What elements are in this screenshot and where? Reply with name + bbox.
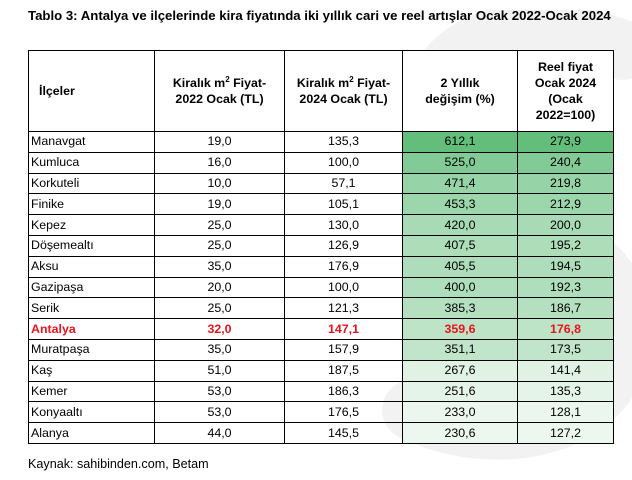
cell-real-price: 128,1 <box>517 401 614 424</box>
rent-table: İlçeler Kiralık m2 Fiyat- 2022 Ocak (TL) … <box>28 50 614 444</box>
cell-ilce: Finike <box>28 193 155 216</box>
cell-change: 359,6 <box>402 318 518 340</box>
cell-ilce: Kumluca <box>28 151 155 174</box>
cell-price-2022: 32,0 <box>154 318 285 340</box>
cell-real-price: 200,0 <box>517 214 614 236</box>
cell-change: 405,5 <box>402 255 518 278</box>
cell-price-2022: 53,0 <box>154 380 285 403</box>
cell-change: 525,0 <box>402 151 518 174</box>
header-change: 2 Yıllık değişim (%) <box>402 50 518 132</box>
cell-price-2022: 10,0 <box>154 172 285 195</box>
cell-ilce: Serik <box>28 297 155 320</box>
cell-price-2022: 25,0 <box>154 234 285 257</box>
cell-ilce: Manavgat <box>28 131 155 153</box>
cell-ilce: Antalya <box>28 318 155 340</box>
table-row: Kepez 25,0 130,0 420,0 200,0 <box>28 214 614 236</box>
cell-price-2024: 176,5 <box>284 401 403 424</box>
cell-change: 230,6 <box>402 422 518 444</box>
cell-price-2022: 25,0 <box>154 297 285 320</box>
cell-change: 612,1 <box>402 131 518 153</box>
cell-real-price: 273,9 <box>517 131 614 153</box>
cell-price-2024: 157,9 <box>284 338 403 361</box>
table-row: Kaş 51,0 187,5 267,6 141,4 <box>28 359 614 382</box>
cell-real-price: 195,2 <box>517 234 614 257</box>
cell-real-price: 186,7 <box>517 297 614 320</box>
cell-price-2022: 51,0 <box>154 359 285 382</box>
cell-real-price: 173,5 <box>517 338 614 361</box>
cell-ilce: Kepez <box>28 214 155 236</box>
cell-change: 407,5 <box>402 234 518 257</box>
cell-ilce: Alanya <box>28 422 155 444</box>
table-row: Kemer 53,0 186,3 251,6 135,3 <box>28 380 614 403</box>
cell-ilce: Döşemealtı <box>28 234 155 257</box>
table-row: Konyaaltı 53,0 176,5 233,0 128,1 <box>28 401 614 424</box>
cell-price-2024: 176,9 <box>284 255 403 278</box>
cell-change: 385,3 <box>402 297 518 320</box>
cell-price-2024: 135,3 <box>284 131 403 153</box>
table-row: Korkuteli 10,0 57,1 471,4 219,8 <box>28 172 614 195</box>
cell-price-2022: 53,0 <box>154 401 285 424</box>
cell-price-2024: 147,1 <box>284 318 403 340</box>
table-row: Muratpaşa 35,0 157,9 351,1 173,5 <box>28 338 614 361</box>
cell-price-2024: 105,1 <box>284 193 403 216</box>
cell-ilce: Korkuteli <box>28 172 155 195</box>
table-row: Aksu 35,0 176,9 405,5 194,5 <box>28 255 614 278</box>
cell-change: 453,3 <box>402 193 518 216</box>
cell-price-2024: 100,0 <box>284 151 403 174</box>
header-price-2024: Kiralık m2 Fiyat- 2024 Ocak (TL) <box>284 50 403 132</box>
table-row: Kumluca 16,0 100,0 525,0 240,4 <box>28 151 614 174</box>
cell-price-2022: 16,0 <box>154 151 285 174</box>
cell-price-2024: 187,5 <box>284 359 403 382</box>
table-row: Manavgat 19,0 135,3 612,1 273,9 <box>28 131 614 153</box>
cell-ilce: Kaş <box>28 359 155 382</box>
cell-price-2022: 35,0 <box>154 338 285 361</box>
cell-real-price: 219,8 <box>517 172 614 195</box>
cell-price-2022: 20,0 <box>154 276 285 299</box>
cell-ilce: Aksu <box>28 255 155 278</box>
table-row: Döşemealtı 25,0 126,9 407,5 195,2 <box>28 234 614 257</box>
table-row: Alanya 44,0 145,5 230,6 127,2 <box>28 422 614 444</box>
cell-price-2024: 57,1 <box>284 172 403 195</box>
table-header-row: İlçeler Kiralık m2 Fiyat- 2022 Ocak (TL) … <box>28 50 614 132</box>
header-price-2022: Kiralık m2 Fiyat- 2022 Ocak (TL) <box>154 50 285 132</box>
cell-change: 233,0 <box>402 401 518 424</box>
cell-price-2024: 186,3 <box>284 380 403 403</box>
cell-price-2024: 121,3 <box>284 297 403 320</box>
cell-price-2022: 44,0 <box>154 422 285 444</box>
cell-change: 400,0 <box>402 276 518 299</box>
cell-real-price: 141,4 <box>517 359 614 382</box>
cell-price-2024: 130,0 <box>284 214 403 236</box>
cell-change: 251,6 <box>402 380 518 403</box>
cell-ilce: Gazipaşa <box>28 276 155 299</box>
cell-change: 420,0 <box>402 214 518 236</box>
cell-price-2024: 126,9 <box>284 234 403 257</box>
cell-price-2022: 19,0 <box>154 193 285 216</box>
cell-change: 267,6 <box>402 359 518 382</box>
header-real-price: Reel fiyat Ocak 2024 (Ocak 2022=100) <box>517 50 614 132</box>
cell-ilce: Muratpaşa <box>28 338 155 361</box>
table-row: Serik 25,0 121,3 385,3 186,7 <box>28 297 614 320</box>
source-note: Kaynak: sahibinden.com, Betam <box>28 457 209 471</box>
table-title: Tablo 3: Antalya ve ilçelerinde kira fiy… <box>28 8 611 23</box>
cell-real-price: 176,8 <box>517 318 614 340</box>
table-row: Antalya 32,0 147,1 359,6 176,8 <box>28 318 614 340</box>
cell-price-2022: 25,0 <box>154 214 285 236</box>
cell-change: 351,1 <box>402 338 518 361</box>
cell-ilce: Konyaaltı <box>28 401 155 424</box>
cell-real-price: 135,3 <box>517 380 614 403</box>
cell-change: 471,4 <box>402 172 518 195</box>
cell-price-2024: 100,0 <box>284 276 403 299</box>
cell-real-price: 192,3 <box>517 276 614 299</box>
cell-real-price: 212,9 <box>517 193 614 216</box>
table-row: Gazipaşa 20,0 100,0 400,0 192,3 <box>28 276 614 299</box>
cell-real-price: 240,4 <box>517 151 614 174</box>
cell-price-2022: 35,0 <box>154 255 285 278</box>
cell-real-price: 127,2 <box>517 422 614 444</box>
header-ilceler: İlçeler <box>28 50 155 132</box>
cell-price-2024: 145,5 <box>284 422 403 444</box>
table-row: Finike 19,0 105,1 453,3 212,9 <box>28 193 614 216</box>
cell-price-2022: 19,0 <box>154 131 285 153</box>
cell-ilce: Kemer <box>28 380 155 403</box>
cell-real-price: 194,5 <box>517 255 614 278</box>
